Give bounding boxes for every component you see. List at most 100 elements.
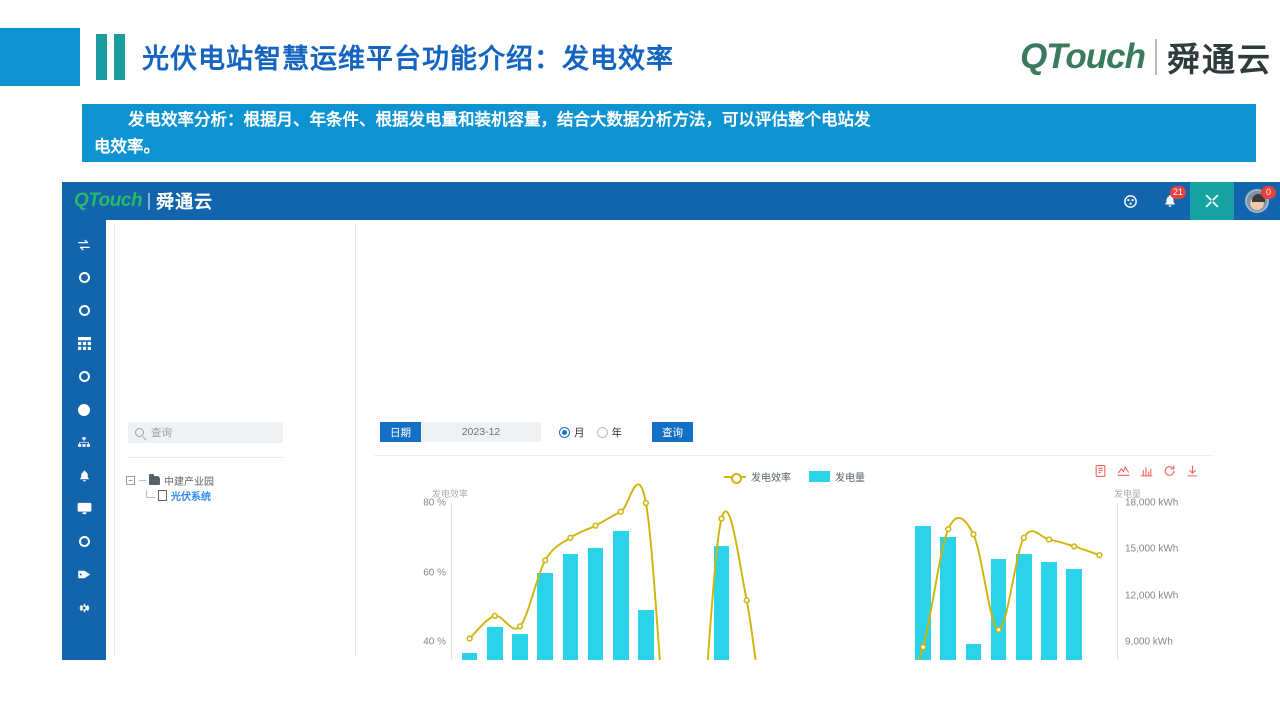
efficiency-line [466,483,1103,660]
chart-bar [1016,553,1032,660]
header-accent-block [0,28,80,86]
radio-month[interactable] [559,426,570,438]
tree-panel-divider [128,457,283,458]
circle-icon [78,272,90,283]
line-point [718,515,725,522]
y-tick-right: 12,000 kWh [1125,590,1179,602]
app-logo-en: QTouch [74,190,143,211]
line-point [945,525,952,533]
banner-line-1: 发电效率分析：根据月、年条件、根据发电量和装机容量，结合大数据分析方法，可以评估… [128,111,871,129]
app-logo-cn: 舜通云 [156,192,214,212]
header-accent-bar-2 [114,34,125,80]
download-icon[interactable] [1186,464,1199,478]
line-switch-icon[interactable] [1117,464,1130,478]
bar-swatch-icon [809,471,830,482]
line-point [1045,536,1053,543]
fullscreen-icon[interactable] [1190,182,1234,220]
chart-bar [537,572,553,660]
tree-node-child[interactable]: 光伏系统 [126,488,214,503]
description-banner: 发电效率分析：根据月、年条件、根据发电量和装机容量，结合大数据分析方法，可以评估… [82,104,1256,162]
y-tick-left: 60 % [423,567,446,578]
line-point [919,644,927,651]
sidebar-item-dot[interactable] [62,393,106,426]
line-point [970,531,977,538]
search-input[interactable]: 查询 [128,422,283,443]
y-axis-right-title: 发电量 [1113,489,1141,499]
sidebar-item-monitor[interactable] [62,492,106,525]
file-icon [158,490,167,501]
header-accent-bar-1 [96,34,107,80]
topbar-actions: 21 0 [1110,182,1280,220]
sidebar-item-circle-1[interactable] [62,261,106,294]
sidebar-item-circle-2[interactable] [62,294,106,327]
y-tick-right: 15,000 kWh [1125,543,1179,555]
page-title: 光伏电站智慧运维平台功能介绍：发电效率 [142,44,674,74]
y-tick-left: 80 % [423,497,446,509]
sidebar-item-circle-4[interactable] [62,525,106,558]
sidebar-item-grid[interactable] [62,327,106,360]
chart-toolbox [1094,464,1199,478]
app-logo-divider [148,192,151,210]
chart-legend: 发电效率 发电量 [724,469,865,484]
legend-item-efficiency[interactable]: 发电效率 [724,469,791,484]
chart-bar [965,643,982,660]
line-marker-icon [724,472,746,484]
banner-line-2: 电效率。 [94,138,160,156]
sidebar-item-sitemap[interactable] [62,426,106,459]
refresh-icon[interactable] [1163,464,1176,478]
line-point [995,626,1002,633]
filled-circle-icon [78,403,90,416]
date-input[interactable]: 2023-12 [421,422,541,442]
tree-node-label: 光伏系统 [171,492,211,503]
line-point [1096,551,1103,559]
search-icon [135,428,144,437]
chart-bar [940,536,957,660]
data-view-icon[interactable] [1094,464,1107,478]
sidebar-item-circle-3[interactable] [62,360,106,393]
legend-label: 发电效率 [751,473,791,484]
line-point [592,522,599,529]
tree-node-root[interactable]: − 中建产业园 [126,473,214,488]
app-topbar: QTouch 舜通云 21 0 [62,182,1280,220]
sidebar-item-transfer[interactable] [62,228,106,261]
bell-icon[interactable]: 21 [1150,182,1190,220]
notification-badge: 21 [1169,186,1186,199]
app-logo[interactable]: QTouch 舜通云 [62,188,213,214]
brand-logo-divider [1155,39,1157,75]
y-tick-right: 9,000 kWh [1125,636,1173,648]
query-toolbar: 日期 2023-12 月 年 查询 [380,422,693,442]
circle-icon [78,371,90,382]
chart-bar [1041,561,1057,660]
tree-connector [146,489,155,498]
tree-node-label: 中建产业园 [164,477,214,488]
line-point [1071,543,1078,550]
folder-icon [149,473,160,485]
radio-year[interactable] [596,426,608,438]
sidebar-item-settings[interactable] [62,591,106,624]
circle-icon [78,305,90,316]
sidebar-item-tag[interactable] [62,558,106,591]
line-point [491,612,498,620]
avatar[interactable]: 0 [1234,182,1280,220]
dashboard-icon[interactable] [1110,182,1150,220]
chart-bar [990,558,1007,660]
slide-header: 光伏电站智慧运维平台功能介绍：发电效率 QTouch 舜通云 [0,28,1280,86]
chart-bar [461,652,478,660]
line-point [542,557,549,564]
search-placeholder: 查询 [151,427,172,439]
date-button[interactable]: 日期 [380,422,421,442]
line-point [743,597,750,604]
line-point [1020,534,1027,541]
chart-bar [1066,569,1082,660]
app-sidebar [62,220,106,660]
y-axis-left-title: 发电效率 [432,489,469,499]
collapse-icon[interactable]: − [126,476,135,485]
legend-item-generation[interactable]: 发电量 [809,469,865,484]
content-divider [374,455,1214,456]
bar-switch-icon[interactable] [1140,464,1153,478]
period-radio-group: 月 年 [559,425,630,440]
query-button[interactable]: 查询 [652,422,693,442]
sidebar-item-alarm[interactable] [62,459,106,492]
brand-logo-cn: 舜通云 [1167,41,1272,78]
